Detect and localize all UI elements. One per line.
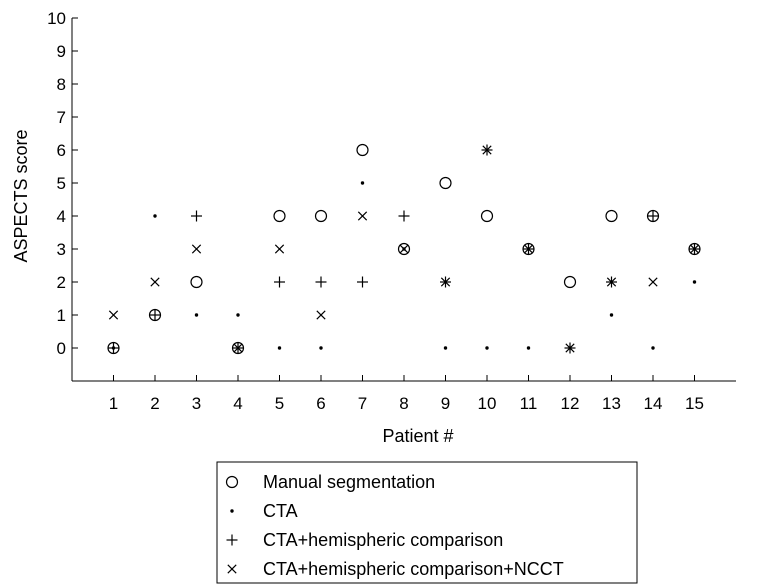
point-cross [440, 277, 451, 287]
point-dot [319, 346, 323, 350]
point-plus [398, 210, 410, 222]
y-tick-label: 8 [57, 75, 66, 94]
y-tick-label: 5 [57, 174, 66, 193]
x-tick-label: 14 [644, 394, 663, 413]
point-dot [194, 313, 199, 317]
point-dot [485, 346, 489, 350]
axes [71, 18, 736, 382]
y-tick-label: 6 [57, 141, 66, 160]
point-cross [482, 145, 492, 155]
y-tick-label: 3 [57, 240, 66, 259]
x-tick-label: 3 [192, 394, 201, 413]
x-tick-label: 13 [602, 394, 621, 413]
x-axis-ticks: 1 2 3 4 5 6 7 8 9 10 11 12 13 14 15 [109, 375, 704, 413]
x-tick-label: 1 [109, 394, 118, 413]
point-circle [439, 176, 452, 190]
legend-label: CTA [263, 501, 298, 521]
legend-plus-icon [226, 534, 238, 546]
point-cross [648, 277, 658, 287]
x-tick-label: 4 [233, 394, 242, 413]
point-cross [316, 310, 326, 320]
x-tick-label: 11 [520, 394, 538, 413]
legend-circle-icon [225, 475, 239, 489]
point-circle [605, 209, 618, 223]
point-dot [443, 346, 448, 350]
point-circle [273, 209, 286, 223]
y-tick-label: 9 [57, 42, 66, 61]
point-dot [526, 346, 531, 350]
point-circle [314, 209, 328, 223]
point-circle [190, 275, 203, 289]
point-dot [692, 280, 697, 284]
y-tick-label: 4 [57, 207, 66, 226]
x-tick-label: 2 [150, 394, 159, 413]
point-dot [360, 181, 365, 185]
legend-box [216, 461, 638, 584]
legend-label: Manual segmentation [263, 472, 435, 492]
point-plus [191, 210, 202, 222]
point-cross [523, 244, 534, 254]
y-axis-title: ASPECTS score [11, 129, 31, 262]
point-plus [274, 276, 285, 288]
x-tick-label: 10 [478, 394, 497, 413]
point-cross [108, 310, 119, 320]
point-cross [191, 244, 202, 254]
x-tick-label: 5 [275, 394, 284, 413]
point-cross [274, 244, 285, 254]
legend-label: CTA+hemispheric comparison [263, 530, 503, 550]
y-tick-label: 2 [57, 273, 66, 292]
y-axis-ticks: 0 1 2 3 4 5 6 7 8 9 10 [47, 9, 78, 358]
point-cross [565, 343, 575, 353]
point-cross [606, 277, 617, 287]
point-cross [150, 277, 160, 287]
y-tick-label: 10 [47, 9, 66, 28]
x-tick-label: 8 [399, 394, 408, 413]
point-dot [236, 313, 240, 317]
point-circle [356, 143, 369, 157]
point-cross [689, 244, 700, 254]
x-tick-label: 9 [441, 394, 450, 413]
y-tick-label: 1 [57, 306, 66, 325]
legend-dot-icon [230, 509, 234, 513]
y-tick-label: 0 [57, 339, 66, 358]
point-plus [315, 276, 327, 288]
data-points [107, 143, 701, 355]
point-dot [277, 346, 282, 350]
x-axis-title: Patient # [382, 426, 453, 446]
legend: Manual segmentation CTA CTA+hemispheric co… [216, 461, 638, 584]
point-cross [233, 343, 243, 353]
point-cross [399, 244, 409, 254]
point-dot [153, 214, 157, 218]
point-cross [357, 211, 368, 221]
point-plus [647, 210, 659, 222]
legend-label: CTA+hemispheric comparison+NCCT [263, 559, 564, 579]
y-tick-label: 7 [57, 108, 66, 127]
point-plus [108, 342, 119, 354]
x-tick-label: 15 [685, 394, 704, 413]
point-circle [480, 209, 494, 223]
point-circle [397, 242, 411, 256]
point-circle [563, 275, 577, 289]
point-dot [609, 313, 614, 317]
x-tick-label: 7 [358, 394, 367, 413]
point-plus [149, 309, 161, 321]
point-plus [357, 276, 368, 288]
x-tick-label: 6 [316, 394, 325, 413]
point-dot [651, 346, 655, 350]
x-tick-label: 12 [561, 394, 580, 413]
legend-cross-icon [227, 564, 237, 574]
